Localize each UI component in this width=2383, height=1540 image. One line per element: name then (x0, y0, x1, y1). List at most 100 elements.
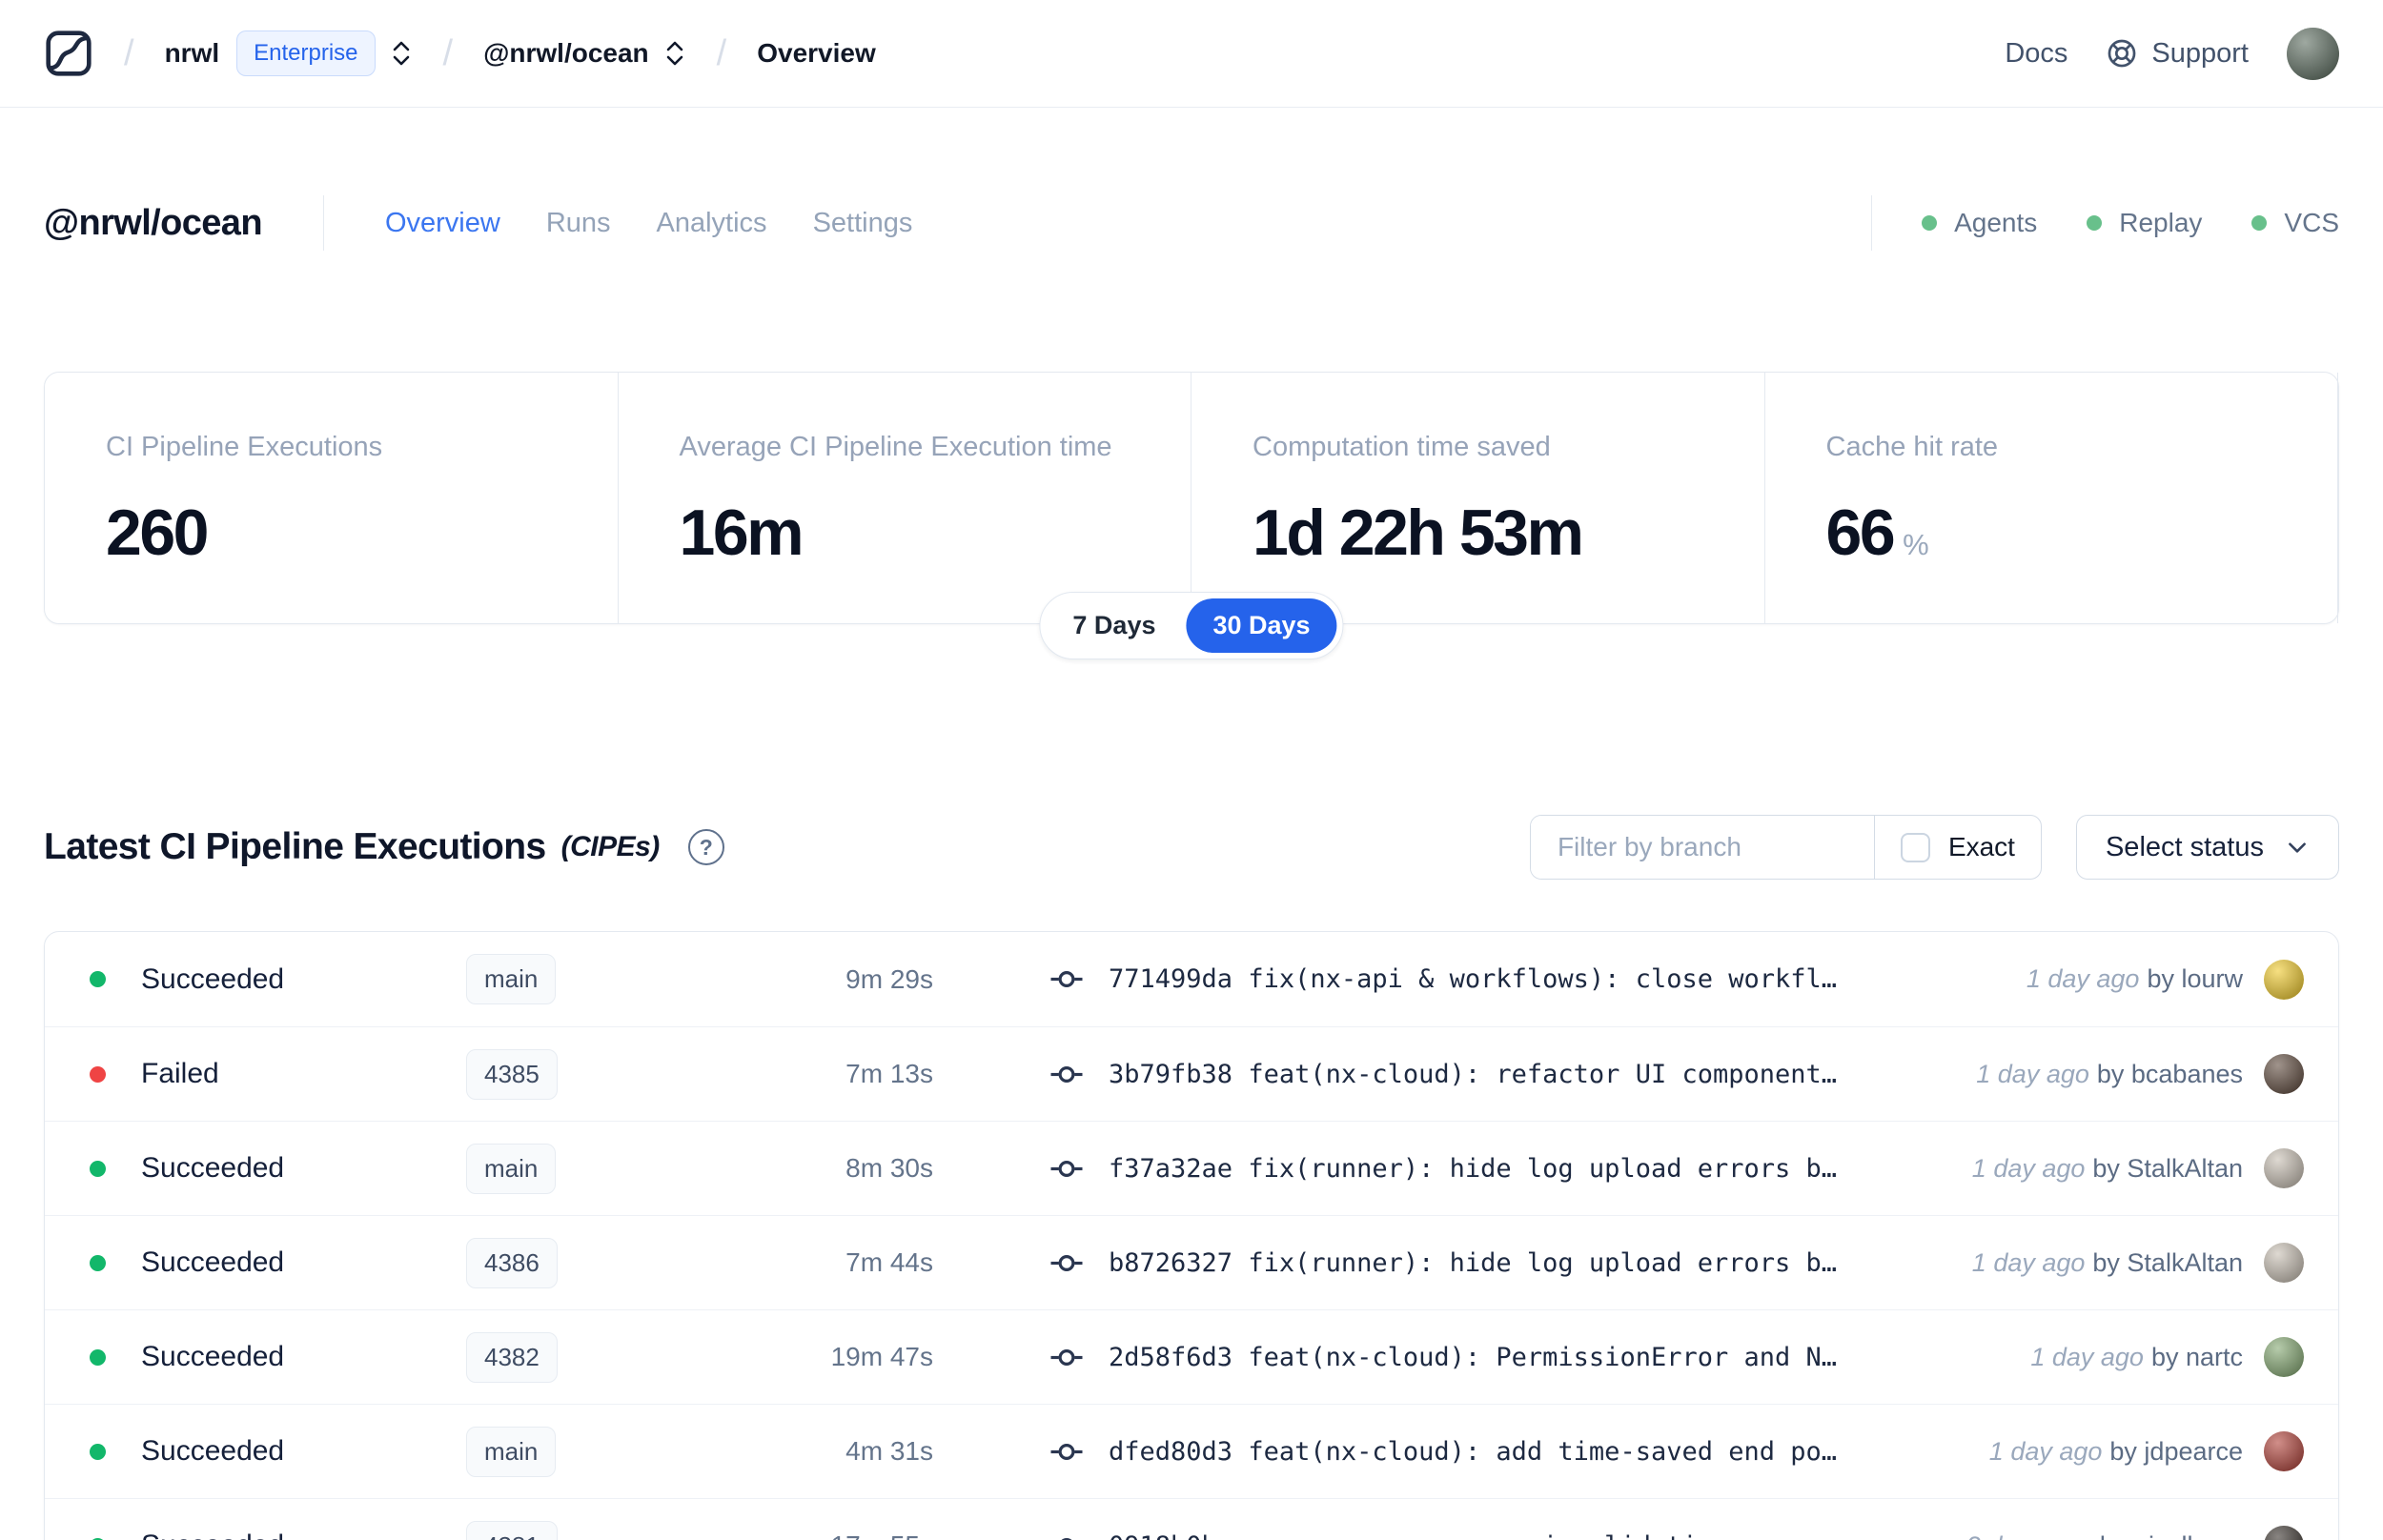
breadcrumb-page: Overview (757, 38, 876, 68)
status-dot (2087, 215, 2103, 231)
time-ago: 1 day ago (2030, 1342, 2144, 1371)
branch-filter-input[interactable] (1530, 816, 1874, 879)
docs-link[interactable]: Docs (2005, 37, 2068, 69)
git-commit-icon (1049, 1436, 1084, 1468)
stat-cache-hit-rate: Cache hit rate 66% (1765, 373, 2338, 623)
stat-ci-pipeline-executions: CI Pipeline Executions 260 (45, 373, 619, 623)
tab-runs[interactable]: Runs (545, 207, 611, 238)
author: by nixallover (2100, 1531, 2243, 1540)
status-label: Succeeded (141, 1435, 285, 1467)
status-dot (90, 971, 106, 987)
author-avatar (2264, 1431, 2304, 1471)
table-row[interactable]: Succeeded main 8m 30s f37a32ae fix(runne… (45, 1121, 2338, 1215)
git-commit-icon (1049, 1247, 1084, 1279)
author: by nartc (2150, 1342, 2243, 1371)
table-row[interactable]: Succeeded 4381 17m 55s 0918b0be remove u… (45, 1498, 2338, 1540)
page-title: @nrwl/ocean (44, 202, 263, 243)
status-dot (90, 1160, 106, 1177)
time-ago: 1 day ago (1988, 1436, 2103, 1466)
branch-badge: 4386 (466, 1237, 558, 1288)
stat-computation-time-saved: Computation time saved 1d 22h 53m (1192, 373, 1765, 623)
author-avatar (2264, 1243, 2304, 1283)
status-label: Succeeded (141, 1341, 285, 1372)
time-ago: 1 day ago (1971, 1153, 2086, 1183)
git-commit-icon (1049, 1059, 1084, 1090)
author-avatar (2264, 1054, 2304, 1094)
commit-hash: 771499da (1109, 964, 1233, 994)
status-dot (90, 1443, 106, 1460)
support-link[interactable]: Support (2106, 37, 2249, 70)
org-switcher-icon[interactable] (390, 39, 413, 68)
exact-checkbox[interactable] (1900, 832, 1930, 862)
status-label: Succeeded (141, 1152, 285, 1184)
duration: 7m 44s (845, 1247, 933, 1277)
status-select[interactable]: Select status (2075, 815, 2339, 880)
commit-message: remove unnecessary invalidation (1248, 1531, 1728, 1540)
author: by bcabanes (2096, 1059, 2243, 1088)
time-ago: 2 days ago (1966, 1531, 2092, 1540)
status-label: Succeeded (141, 962, 285, 995)
duration: 7m 13s (845, 1059, 933, 1088)
duration: 17m 55s (704, 1530, 933, 1540)
git-commit-icon (1049, 963, 1084, 995)
exact-match-toggle[interactable]: Exact (1873, 816, 2041, 879)
author-avatar (2264, 1526, 2304, 1540)
tab-settings[interactable]: Settings (812, 207, 913, 238)
workspace-header: @nrwl/ocean Overview Runs Analytics Sett… (0, 195, 2383, 251)
status-label: Failed (141, 1058, 219, 1089)
commit-hash: 2d58f6d3 (1109, 1342, 1233, 1372)
status-dot (90, 1348, 106, 1366)
status-label: Succeeded (141, 1246, 285, 1278)
commit-message: fix(runner): hide log upload errors b… (1248, 1247, 1838, 1278)
branch-badge: main (466, 954, 557, 1004)
branch-badge: 4385 (466, 1048, 558, 1100)
commit-message: feat(nx-cloud): refactor UI component… (1248, 1059, 1838, 1089)
service-status-list: Agents Replay VCS (1871, 195, 2339, 251)
author: by jdpearce (2109, 1436, 2243, 1466)
cipe-section-header: Latest CI Pipeline Executions (CIPEs) ? … (0, 815, 2383, 880)
status-dot (90, 1065, 106, 1083)
branch-filter-group: Exact (1529, 815, 2042, 880)
commit-message: fix(nx-api & workflows): close workfl… (1248, 964, 1838, 994)
tab-analytics[interactable]: Analytics (656, 207, 767, 238)
range-7-days[interactable]: 7 Days (1072, 611, 1156, 639)
commit-hash: 0918b0be (1109, 1531, 1232, 1540)
commit-hash: f37a32ae (1109, 1153, 1233, 1184)
breadcrumb-org[interactable]: nrwl (164, 38, 220, 68)
date-range-toggle: 7 Days 30 Days (1039, 592, 1344, 659)
enterprise-badge: Enterprise (236, 30, 376, 76)
section-subtitle: (CIPEs) (560, 831, 661, 862)
service-agents: Agents (1922, 208, 2037, 238)
breadcrumb-separator: / (716, 32, 727, 73)
duration: 8m 30s (845, 1153, 933, 1183)
commit-message: feat(nx-cloud): add time-saved end po… (1248, 1436, 1838, 1467)
stats-cards: CI Pipeline Executions 260 Average CI Pi… (44, 372, 2339, 659)
git-commit-icon (1049, 1342, 1084, 1373)
tab-overview[interactable]: Overview (384, 207, 500, 238)
stat-average-execution-time: Average CI Pipeline Execution time 16m (619, 373, 1192, 623)
duration: 9m 29s (845, 963, 933, 994)
table-row[interactable]: Succeeded main 9m 29s 771499da fix(nx-ap… (45, 932, 2338, 1026)
user-avatar[interactable] (2287, 27, 2339, 80)
table-row[interactable]: Succeeded 4382 19m 47s 2d58f6d3 feat(nx-… (45, 1309, 2338, 1404)
status-label: Succeeded (141, 1530, 284, 1540)
breadcrumb-workspace[interactable]: @nrwl/ocean (483, 38, 649, 68)
author-avatar (2264, 1337, 2304, 1377)
nx-cloud-logo-icon[interactable] (44, 29, 93, 78)
status-dot (1922, 215, 1938, 231)
workspace-tabs: Overview Runs Analytics Settings (385, 208, 912, 239)
author: by StalkAltan (2092, 1247, 2243, 1277)
workspace-switcher-icon[interactable] (663, 39, 686, 68)
status-dot (90, 1537, 106, 1540)
table-row[interactable]: Succeeded main 4m 31s dfed80d3 feat(nx-c… (45, 1404, 2338, 1498)
help-icon[interactable]: ? (687, 829, 724, 865)
breadcrumb-separator: / (124, 32, 134, 73)
branch-badge: main (466, 1143, 557, 1194)
author-avatar (2264, 959, 2304, 1000)
cipe-table: Succeeded main 9m 29s 771499da fix(nx-ap… (44, 931, 2339, 1540)
branch-badge: main (466, 1426, 557, 1477)
range-30-days[interactable]: 30 Days (1186, 598, 1337, 653)
table-row[interactable]: Failed 4385 7m 13s 3b79fb38 feat(nx-clou… (45, 1026, 2338, 1121)
table-row[interactable]: Succeeded 4386 7m 44s b8726327 fix(runne… (45, 1215, 2338, 1309)
author: by lourw (2147, 964, 2243, 993)
